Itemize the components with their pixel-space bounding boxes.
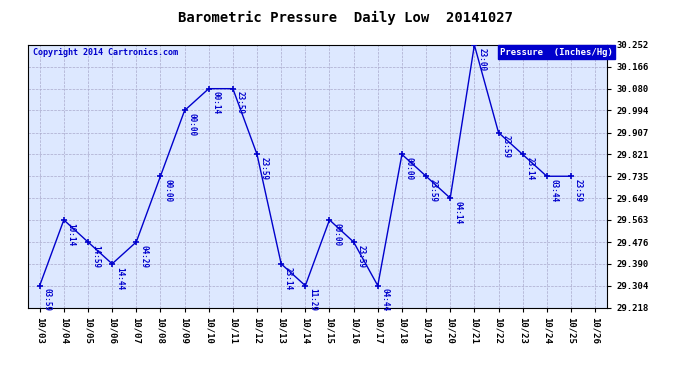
- Text: 00:00: 00:00: [333, 223, 342, 246]
- Text: 00:00: 00:00: [164, 179, 172, 202]
- Text: 14:59: 14:59: [91, 245, 100, 268]
- Text: 03:44: 03:44: [550, 179, 559, 202]
- Text: Barometric Pressure  Daily Low  20141027: Barometric Pressure Daily Low 20141027: [177, 11, 513, 26]
- Text: 03:59: 03:59: [43, 288, 52, 312]
- Text: Pressure  (Inches/Hg): Pressure (Inches/Hg): [500, 48, 613, 57]
- Text: 23:59: 23:59: [357, 245, 366, 268]
- Text: 23:14: 23:14: [526, 157, 535, 180]
- Text: 04:29: 04:29: [139, 245, 148, 268]
- Text: 04:44: 04:44: [381, 288, 390, 312]
- Text: 00:14: 00:14: [212, 92, 221, 115]
- Text: 23:14: 23:14: [284, 267, 293, 290]
- Text: 23:59: 23:59: [260, 157, 269, 180]
- Text: 23:59: 23:59: [236, 92, 245, 115]
- Text: 10:14: 10:14: [67, 223, 76, 246]
- Text: Copyright 2014 Cartronics.com: Copyright 2014 Cartronics.com: [33, 48, 179, 57]
- Text: 23:59: 23:59: [429, 179, 438, 202]
- Text: 00:00: 00:00: [405, 157, 414, 180]
- Text: 14:44: 14:44: [115, 267, 124, 290]
- Text: 23:00: 23:00: [477, 48, 486, 71]
- Text: 23:59: 23:59: [574, 179, 583, 202]
- Text: 04:14: 04:14: [453, 201, 462, 224]
- Text: 00:00: 00:00: [188, 113, 197, 136]
- Text: 11:29: 11:29: [308, 288, 317, 312]
- Text: 23:59: 23:59: [502, 135, 511, 159]
